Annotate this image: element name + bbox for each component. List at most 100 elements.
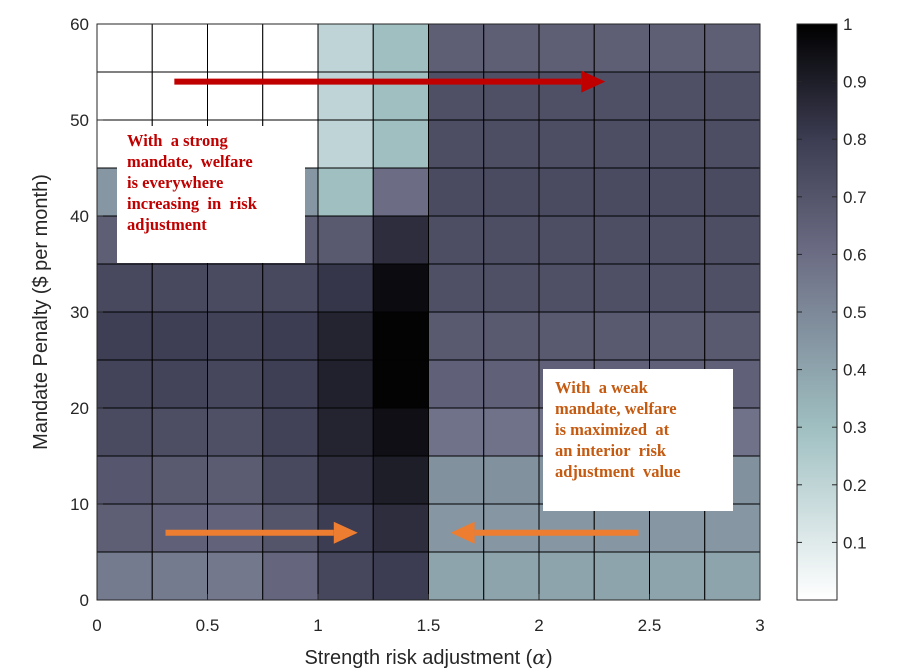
heatmap-cell [151,263,208,313]
heatmap-cell [151,359,208,409]
heatmap-cell [428,167,485,217]
heatmap-cell [207,311,264,361]
heatmap-cell [593,215,650,265]
heatmap-cell [262,455,319,505]
heatmap-cell [483,551,540,601]
heatmap-cell [593,23,650,73]
heatmap-cell [649,23,706,73]
heatmap-cell [483,215,540,265]
heatmap-cell [372,23,429,73]
y-tick-label: 10 [70,495,89,514]
heatmap-cell [428,455,485,505]
heatmap-cell [96,23,153,73]
heatmap-cell [207,359,264,409]
colorbar-tick-label: 0.7 [843,188,867,207]
strong-arrow [174,70,606,93]
note-line: With a strong [127,131,228,150]
heatmap-cell [704,71,761,121]
colorbar-tick-label: 0.1 [843,533,867,552]
note-line: adjustment value [555,462,681,481]
heatmap-cell [428,503,485,553]
heatmap-cell [372,119,429,169]
heatmap-cell [317,263,374,313]
heatmap-cell [649,119,706,169]
heatmap-cell [317,119,374,169]
heatmap-cell [96,311,153,361]
heatmap-cell [151,503,208,553]
y-tick-label: 0 [80,591,89,610]
heatmap-cell [96,71,153,121]
heatmap-cell [207,455,264,505]
weak-arrow-right [450,521,639,544]
note-line: is maximized at [555,420,670,439]
heatmap-cell [151,407,208,457]
heatmap-cell [207,551,264,601]
strong-mandate-note: With a strong mandate, welfare is everywhe… [117,126,305,263]
x-tick-label: 0.5 [196,616,220,635]
heatmap-cell [372,503,429,553]
x-tick-label: 2 [534,616,543,635]
x-tick-label: 0 [92,616,101,635]
colorbar-tick-label: 0.3 [843,418,867,437]
heatmap-cell [317,551,374,601]
x-tick-label: 2.5 [638,616,662,635]
heatmap-cell [151,311,208,361]
y-tick-label: 30 [70,303,89,322]
heatmap-cell [428,263,485,313]
heatmap-cell [538,167,595,217]
heatmap-cell [372,215,429,265]
note-line: mandate, welfare [555,399,677,418]
heatmap-cell [372,311,429,361]
heatmap-cell [262,311,319,361]
heatmap-cell [538,119,595,169]
heatmap-cell [317,215,374,265]
heatmap-cell [428,407,485,457]
heatmap-cell [538,311,595,361]
heatmap-cell [262,503,319,553]
weak-mandate-note: With a weak mandate, welfare is maximized … [543,369,733,511]
heatmap-cell [483,407,540,457]
heatmap-cell [649,71,706,121]
heatmap-cell [262,359,319,409]
heatmap-cell [593,311,650,361]
heatmap-cell [372,551,429,601]
heatmap-cell [649,215,706,265]
heatmap-cell [649,263,706,313]
heatmap-cell [538,503,595,553]
heatmap-cell [428,23,485,73]
heatmap-cell [317,407,374,457]
heatmap-cell [483,23,540,73]
colorbar-tick-label: 0.4 [843,361,867,380]
heatmap-cell [428,215,485,265]
note-line: an interior risk [555,441,667,460]
heatmap-cell [317,167,374,217]
heatmap-cell [428,359,485,409]
heatmap-cell [649,551,706,601]
heatmap-cell [96,455,153,505]
heatmap-cell [649,503,706,553]
colorbar-ticks: 0.1 0.2 0.3 0.4 0.5 0.6 0.7 0.8 0.9 1 [797,15,867,552]
heatmap-cell [262,23,319,73]
colorbar-tick-label: 0.5 [843,303,867,322]
heatmap-cell [483,359,540,409]
x-axis: 0 0.5 1 1.5 2 2.5 3 [92,594,765,635]
heatmap-cell [372,407,429,457]
heatmap-cell [593,167,650,217]
heatmap-cell [372,263,429,313]
heatmap-cell [593,119,650,169]
heatmap-cell [538,215,595,265]
heatmap-cell [151,551,208,601]
heatmap-cell [151,23,208,73]
heatmap-cell [96,263,153,313]
x-tick-label: 3 [755,616,764,635]
heatmap-cell [538,551,595,601]
heatmap-cell [96,551,153,601]
y-tick-label: 20 [70,399,89,418]
heatmap-cell [483,119,540,169]
colorbar: 0.1 0.2 0.3 0.4 0.5 0.6 0.7 0.8 0.9 1 [796,15,867,601]
heatmap-cell [207,263,264,313]
heatmap-cell [704,167,761,217]
heatmap-cell [96,359,153,409]
weak-arrow-left [165,521,358,544]
